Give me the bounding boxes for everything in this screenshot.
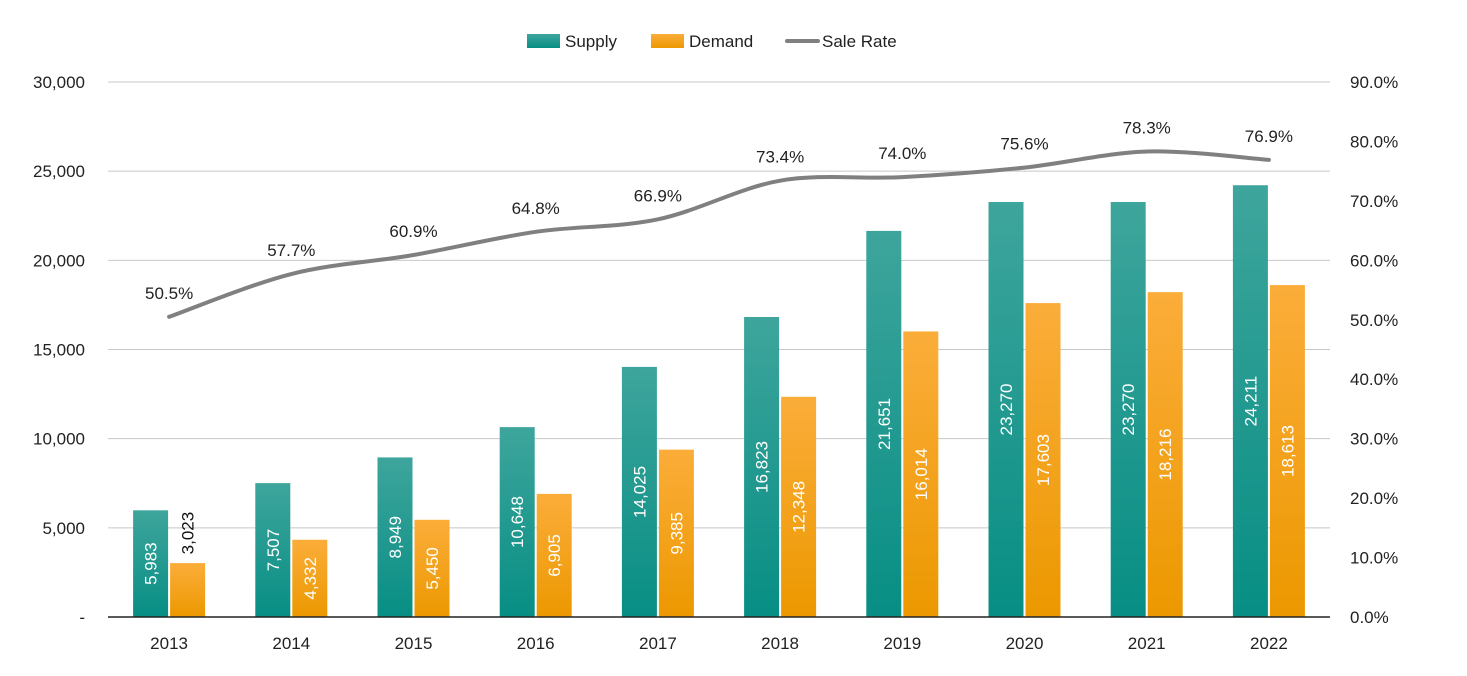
gridlines xyxy=(108,82,1330,528)
y-right-tick-label: 50.0% xyxy=(1350,311,1398,330)
sale-rate-data-label: 78.3% xyxy=(1123,119,1171,138)
x-axis: 2013 2014 2015 2016 2017 2018 2019 2020 2021 2022 xyxy=(150,634,1288,653)
supply-data-label: 8,949 xyxy=(386,516,405,559)
y-left-tick-label: 5,000 xyxy=(42,519,85,538)
supply-data-label: 5,983 xyxy=(142,542,161,585)
demand-data-label: 16,014 xyxy=(912,448,931,500)
demand-data-label: 18,216 xyxy=(1156,429,1175,481)
x-tick-label: 2015 xyxy=(395,634,433,653)
y-left-tick-label: 30,000 xyxy=(33,73,85,92)
y-right-tick-label: 0.0% xyxy=(1350,608,1389,627)
x-tick-label: 2021 xyxy=(1128,634,1166,653)
supply-data-label: 23,270 xyxy=(997,384,1016,436)
sale-rate-data-label: 73.4% xyxy=(756,148,804,167)
sale-rate-path xyxy=(169,151,1269,316)
supply-data-label: 23,270 xyxy=(1119,384,1138,436)
y-right-tick-label: 40.0% xyxy=(1350,370,1398,389)
y-left-tick-label: 25,000 xyxy=(33,162,85,181)
y-right-tick-label: 60.0% xyxy=(1350,251,1398,270)
y-right-tick-label: 30.0% xyxy=(1350,430,1398,449)
y-right-tick-label: 70.0% xyxy=(1350,192,1398,211)
sale-rate-data-label: 50.5% xyxy=(145,284,193,303)
sale-rate-data-label: 64.8% xyxy=(512,199,560,218)
demand-data-label: 3,023 xyxy=(179,512,198,555)
y-right-tick-label: 20.0% xyxy=(1350,489,1398,508)
supply-data-label: 7,507 xyxy=(264,529,283,572)
y-right-tick-label: 90.0% xyxy=(1350,73,1398,92)
demand-data-label: 4,332 xyxy=(301,557,320,600)
sale-rate-data-label: 74.0% xyxy=(878,144,926,163)
x-tick-label: 2019 xyxy=(883,634,921,653)
demand-data-label: 9,385 xyxy=(667,512,686,555)
x-tick-label: 2022 xyxy=(1250,634,1288,653)
y-right-tick-label: 10.0% xyxy=(1350,549,1398,568)
sale-rate-data-label: 66.9% xyxy=(634,186,682,205)
x-tick-label: 2016 xyxy=(517,634,555,653)
y-left-tick-label: 15,000 xyxy=(33,341,85,360)
supply-data-label: 10,648 xyxy=(508,496,527,548)
supply-data-label: 16,823 xyxy=(753,441,772,493)
x-tick-label: 2013 xyxy=(150,634,188,653)
supply-data-label: 21,651 xyxy=(875,398,894,450)
demand-data-label: 6,905 xyxy=(545,534,564,577)
demand-bar xyxy=(170,563,205,617)
y-left-tick-label: 20,000 xyxy=(33,251,85,270)
supply-data-label: 24,211 xyxy=(1241,376,1260,427)
right-axis: 0.0% 10.0% 20.0% 30.0% 40.0% 50.0% 60.0% 70.0% 8… xyxy=(1350,73,1398,627)
legend-swatch-supply xyxy=(527,34,560,48)
demand-data-label: 12,348 xyxy=(790,481,809,533)
y-right-tick-label: 80.0% xyxy=(1350,132,1398,151)
left-axis: - 5,000 10,000 15,000 20,000 25,000 30,000 xyxy=(33,73,85,627)
supply-data-label: 14,025 xyxy=(630,466,649,518)
sale-rate-data-label: 76.9% xyxy=(1245,127,1293,146)
demand-data-label: 17,603 xyxy=(1034,434,1053,486)
x-tick-label: 2017 xyxy=(639,634,677,653)
demand-data-label: 5,450 xyxy=(423,547,442,590)
legend-label-demand: Demand xyxy=(689,32,753,51)
legend-label-sale-rate: Sale Rate xyxy=(822,32,897,51)
demand-data-label: 18,613 xyxy=(1278,425,1297,477)
x-tick-label: 2014 xyxy=(272,634,310,653)
y-left-tick-label: 10,000 xyxy=(33,430,85,449)
sale-rate-data-label: 60.9% xyxy=(389,222,437,241)
legend-swatch-demand xyxy=(651,34,684,48)
x-tick-label: 2018 xyxy=(761,634,799,653)
legend-label-supply: Supply xyxy=(565,32,617,51)
sale-rate-data-label: 57.7% xyxy=(267,241,315,260)
x-tick-label: 2020 xyxy=(1006,634,1044,653)
sale-rate-data-label: 75.6% xyxy=(1000,135,1048,154)
legend: Supply Demand Sale Rate xyxy=(527,32,897,51)
y-left-tick-label: - xyxy=(79,608,85,627)
